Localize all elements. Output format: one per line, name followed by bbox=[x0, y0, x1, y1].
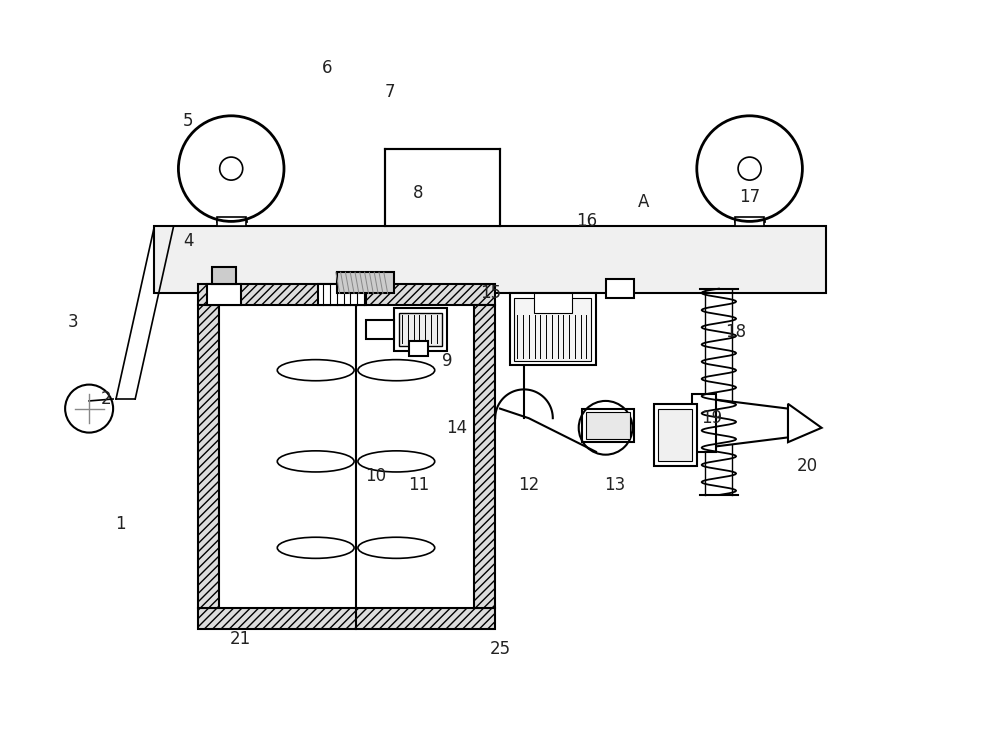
Bar bbox=[198, 284, 495, 629]
Text: 20: 20 bbox=[797, 458, 818, 476]
Text: 17: 17 bbox=[739, 188, 760, 206]
Text: 10: 10 bbox=[365, 466, 386, 484]
Bar bbox=[337, 272, 394, 293]
Bar bbox=[658, 409, 692, 461]
Ellipse shape bbox=[358, 451, 435, 472]
Bar bbox=[198, 305, 219, 608]
Bar bbox=[510, 293, 596, 365]
Bar bbox=[654, 404, 697, 466]
Bar bbox=[207, 284, 241, 305]
Bar bbox=[318, 284, 366, 305]
Text: A: A bbox=[638, 194, 650, 211]
Bar bbox=[606, 279, 634, 298]
Text: 3: 3 bbox=[67, 314, 78, 332]
Text: 25: 25 bbox=[489, 640, 511, 658]
Text: 5: 5 bbox=[183, 112, 193, 130]
Text: 7: 7 bbox=[384, 82, 395, 100]
Text: 8: 8 bbox=[413, 184, 424, 202]
Text: 16: 16 bbox=[576, 212, 597, 230]
Bar bbox=[735, 217, 764, 226]
Text: 1: 1 bbox=[115, 514, 126, 532]
Text: 15: 15 bbox=[480, 284, 501, 302]
Text: 4: 4 bbox=[183, 232, 193, 250]
Bar bbox=[409, 341, 428, 356]
Bar bbox=[692, 394, 716, 451]
Bar bbox=[198, 284, 495, 305]
Bar bbox=[534, 293, 572, 313]
Ellipse shape bbox=[277, 537, 354, 558]
Bar bbox=[474, 305, 495, 608]
Text: 19: 19 bbox=[701, 410, 722, 428]
Text: 12: 12 bbox=[518, 476, 539, 494]
Bar bbox=[219, 305, 474, 608]
Text: 18: 18 bbox=[725, 322, 746, 340]
Bar bbox=[366, 320, 394, 340]
Bar bbox=[217, 217, 246, 226]
Bar bbox=[399, 313, 442, 346]
Polygon shape bbox=[711, 399, 788, 447]
Text: 13: 13 bbox=[605, 476, 626, 494]
Bar bbox=[586, 413, 630, 440]
Text: 9: 9 bbox=[442, 352, 452, 370]
Polygon shape bbox=[788, 404, 822, 442]
Bar bbox=[385, 149, 500, 226]
Text: 2: 2 bbox=[101, 390, 112, 408]
Ellipse shape bbox=[277, 451, 354, 472]
Bar bbox=[212, 266, 236, 284]
Text: 14: 14 bbox=[446, 419, 467, 436]
Bar bbox=[154, 226, 826, 293]
Text: 11: 11 bbox=[408, 476, 429, 494]
Text: 6: 6 bbox=[322, 58, 332, 76]
Ellipse shape bbox=[358, 537, 435, 558]
Text: 21: 21 bbox=[230, 630, 251, 648]
Ellipse shape bbox=[358, 360, 435, 381]
Bar bbox=[394, 308, 447, 351]
Bar bbox=[582, 409, 634, 442]
Bar bbox=[198, 608, 495, 629]
Bar bbox=[514, 298, 591, 361]
Ellipse shape bbox=[277, 360, 354, 381]
